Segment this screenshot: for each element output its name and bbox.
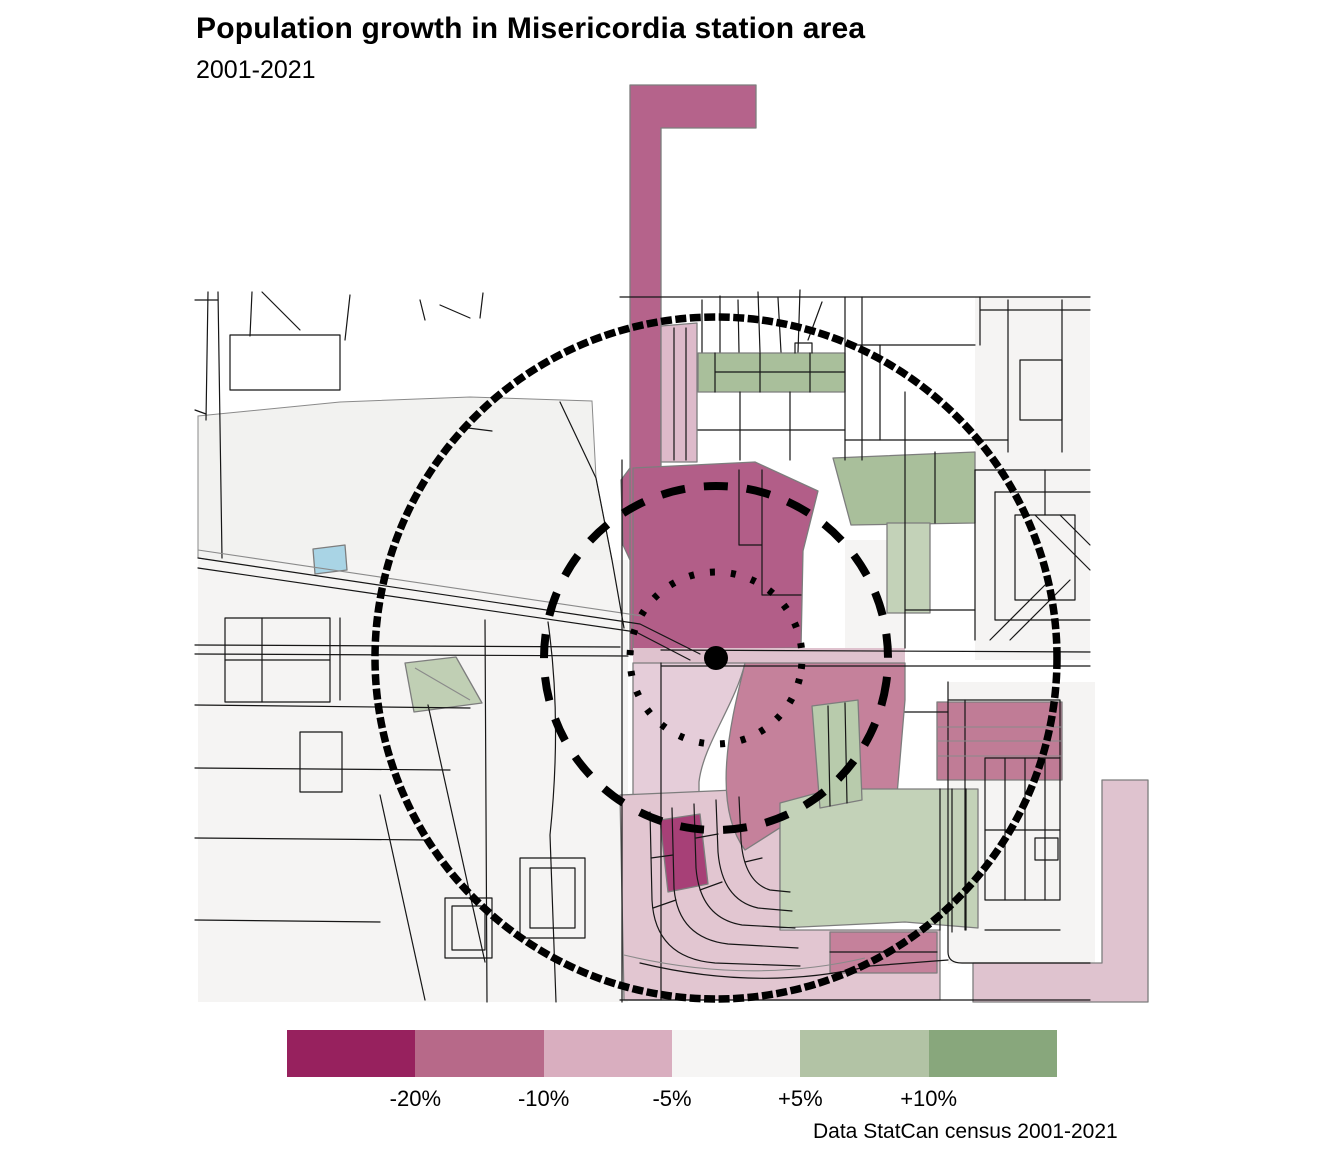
polygon-green-inset (811, 699, 863, 809)
radius-rings (371, 313, 1061, 1003)
middle-dashed-ring (540, 482, 892, 834)
polygon-pink-L-shape (972, 779, 1149, 1003)
outer-solid-ring (371, 313, 1061, 1003)
page-title: Population growth in Misericordia statio… (196, 12, 866, 45)
inner-dotted-ring (626, 568, 806, 748)
polygon-north-block (632, 461, 819, 652)
legend-swatch-5 (928, 1030, 1057, 1077)
data-attribution: Data StatCan census 2001-2021 (813, 1120, 1118, 1143)
polygon-green-northeast (832, 451, 976, 526)
legend-label--10%: -10% (517, 1086, 570, 1111)
legend-label-+5%: +5% (778, 1086, 823, 1111)
legend-label--5%: -5% (652, 1086, 692, 1111)
polygon-green-light-east (886, 522, 931, 614)
legend-swatch-4 (800, 1030, 929, 1077)
legend-label-+10%: +10% (900, 1086, 958, 1111)
choropleth-polygons (312, 84, 1149, 1003)
legend-swatch-1 (415, 1030, 544, 1077)
legend-swatch-0 (287, 1030, 416, 1077)
color-legend (287, 1030, 1057, 1077)
legend-label--20%: -20% (389, 1086, 442, 1111)
polygon-centre-road (633, 648, 905, 663)
station-marker-dot (704, 646, 728, 670)
legend-swatch-2 (543, 1030, 672, 1077)
polygon-light-strip (660, 322, 698, 463)
legend-tick-labels: -20% -10% -5% +5% +10% (287, 1086, 1057, 1112)
page-subtitle: 2001-2021 (196, 56, 316, 84)
legend-swatch-3 (671, 1030, 801, 1077)
pond (312, 544, 348, 575)
northeast-block (975, 297, 1090, 660)
